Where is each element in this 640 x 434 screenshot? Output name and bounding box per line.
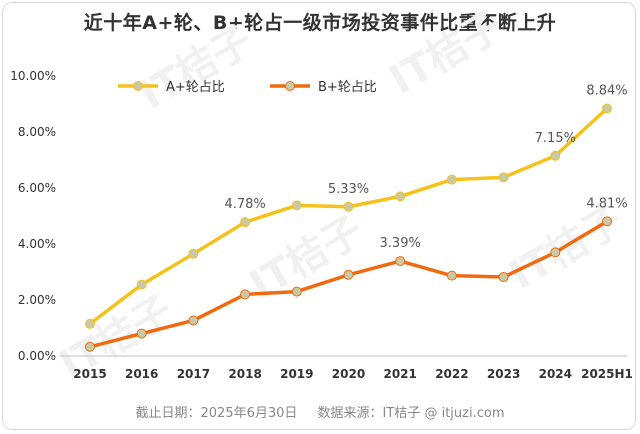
data-point	[291, 286, 302, 297]
data-point	[343, 269, 354, 280]
y-tick-label: 2.00%	[18, 293, 56, 307]
x-tick-label: 2015	[73, 367, 106, 381]
data-label: 4.81%	[586, 196, 627, 211]
legend-label: B+轮占比	[318, 80, 377, 95]
x-tick-label: 2021	[383, 367, 416, 381]
chart-frame	[2, 2, 636, 430]
legend-label: A+轮占比	[166, 80, 225, 95]
x-tick-label: 2019	[280, 367, 313, 381]
y-tick-label: 0.00%	[18, 349, 56, 363]
cutoff-date: 截止日期：2025年6月30日	[135, 406, 298, 421]
data-point	[188, 315, 199, 326]
data-point	[85, 341, 95, 352]
x-tick-label: 2024	[539, 367, 572, 381]
x-tick-label: 2025H1	[581, 367, 633, 381]
y-tick-label: 10.00%	[10, 69, 56, 83]
data-point	[498, 172, 509, 183]
data-label: 4.78%	[224, 197, 265, 212]
data-label: 5.33%	[328, 182, 369, 197]
data-point	[85, 318, 95, 329]
data-label: 8.84%	[586, 83, 627, 98]
legend: A+轮占比 B+轮占比	[118, 80, 377, 95]
data-point	[498, 272, 509, 283]
data-point	[395, 191, 406, 202]
data-source: 数据来源：IT桔子 @ itjuzi.com	[317, 406, 505, 421]
data-label: 3.39%	[380, 236, 421, 251]
x-tick-label: 2017	[177, 367, 210, 381]
x-tick-label: 2023	[487, 367, 520, 381]
chart-footer: 截止日期：2025年6月30日 数据来源：IT桔子 @ itjuzi.com	[0, 402, 640, 421]
watermark-text: IT桔子	[502, 198, 631, 299]
data-point	[446, 174, 457, 185]
data-point	[240, 217, 251, 228]
data-point	[446, 270, 457, 281]
data-point	[136, 328, 147, 339]
data-point	[602, 103, 612, 114]
x-tick-label: 2022	[435, 367, 468, 381]
chart-title: 近十年A+轮、B+轮占一级市场投资事件比重不断上升	[83, 12, 557, 34]
legend-marker	[133, 81, 143, 91]
x-tick-label: 2016	[125, 367, 158, 381]
chart-axes: 0.00% 2.00% 4.00% 6.00% 8.00% 10.00% 2015 2016 2…	[10, 69, 633, 381]
data-label: 7.15%	[535, 131, 576, 146]
x-tick-label: 2018	[228, 367, 261, 381]
data-point	[188, 248, 199, 259]
data-point	[602, 216, 612, 227]
data-point	[343, 201, 354, 212]
legend-marker	[285, 81, 295, 91]
data-point	[291, 200, 302, 211]
data-point	[395, 256, 406, 267]
data-point	[550, 247, 561, 258]
y-tick-label: 8.00%	[18, 125, 56, 139]
series-lines: 4.78% 5.33% 7.15% 8.84% 3.39% 4.81%	[85, 83, 628, 352]
data-point	[550, 150, 561, 161]
data-point	[136, 279, 147, 290]
watermark-text: IT桔子	[132, 18, 261, 119]
watermark-text: IT桔子	[382, 3, 511, 104]
data-point	[240, 289, 251, 300]
y-tick-label: 4.00%	[18, 237, 56, 251]
y-tick-label: 6.00%	[18, 181, 56, 195]
x-tick-label: 2020	[332, 367, 365, 381]
